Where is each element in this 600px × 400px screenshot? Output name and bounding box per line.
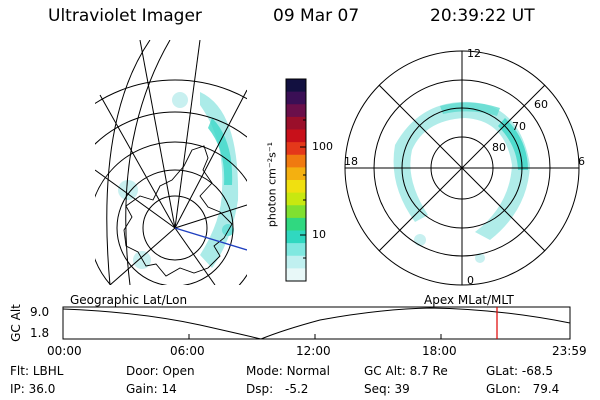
polar-map	[344, 50, 580, 286]
info-glat-label: GLat:	[486, 364, 519, 378]
timeline-xtick-3: 18:00	[422, 344, 457, 358]
info-flt: Flt: LBHL	[10, 364, 63, 378]
info-seq: Seq: 39	[364, 382, 410, 396]
header-date: 09 Mar 07	[273, 6, 360, 26]
longitude-lines	[95, 40, 247, 285]
info-seq-value: 39	[394, 382, 410, 396]
earth-limb-arcs	[106, 40, 171, 285]
info-door-value: Open	[162, 364, 195, 378]
colorbar-segment	[286, 116, 306, 131]
colorbar	[285, 78, 307, 282]
info-mode: Mode: Normal	[246, 364, 330, 378]
timeline-xtick-4: 23:59	[552, 344, 587, 358]
colorbar-segment	[286, 129, 306, 143]
timeline-xticks	[62, 334, 571, 339]
info-seq-label: Seq:	[364, 382, 391, 396]
info-dsp-value: -5.2	[284, 382, 309, 396]
colorbar-segment	[286, 217, 306, 232]
info-gain: Gain: 14	[126, 382, 177, 396]
left-map-label: Geographic Lat/Lon	[70, 293, 188, 307]
info-door: Door: Open	[126, 364, 195, 378]
mlt-label-right: 6	[578, 155, 585, 168]
antarctica-coastline	[123, 145, 233, 277]
timeline-xtick-2: 12:00	[296, 344, 331, 358]
colorbar-segment	[286, 268, 306, 282]
info-glon: GLon: 79.4	[486, 382, 559, 396]
info-glat-value: -68.5	[521, 364, 553, 378]
info-flt-value: LBHL	[32, 364, 64, 378]
colorbar-tick-100: 100	[312, 140, 333, 153]
timeline-ytick-top: 9.0	[30, 305, 50, 319]
timeline-xtick-1: 06:00	[170, 344, 205, 358]
info-gcalt: GC Alt: 8.7 Re	[364, 364, 448, 378]
info-mode-label: Mode:	[246, 364, 283, 378]
instrument-title: Ultraviolet Imager	[48, 6, 202, 26]
lat-label-60: 60	[534, 98, 548, 111]
timeline-plot	[62, 306, 571, 340]
colorbar-unit-label: photon cm⁻²s⁻¹	[265, 141, 279, 228]
info-ip: IP: 36.0	[10, 382, 55, 396]
header-time: 20:39:22 UT	[430, 6, 535, 26]
info-glat: GLat: -68.5	[486, 364, 553, 378]
info-dsp-label: Dsp:	[246, 382, 274, 396]
mlt-diag-2	[378, 84, 546, 252]
info-ip-value: 36.0	[28, 382, 56, 396]
timeline-xtick-0: 00:00	[47, 344, 82, 358]
info-glon-value: 79.4	[532, 382, 560, 396]
info-glon-label: GLon:	[486, 382, 521, 396]
altitude-curve	[62, 307, 571, 340]
colorbar-segment	[286, 255, 306, 269]
magnetic-meridian	[174, 227, 247, 251]
timeline-ylabel: GC Alt	[9, 304, 23, 342]
mlt-label-bottom: 0	[467, 274, 474, 287]
colorbar-segment	[286, 230, 306, 244]
info-flt-label: Flt:	[10, 364, 29, 378]
colorbar-segment	[286, 243, 306, 257]
mlt-label-left: 18	[344, 155, 358, 168]
info-gcalt-value: 8.7 Re	[409, 364, 448, 378]
colorbar-segment	[286, 205, 306, 219]
info-gcalt-label: GC Alt:	[364, 364, 406, 378]
info-gain-value: 14	[161, 382, 177, 396]
info-door-label: Door:	[126, 364, 159, 378]
right-map-label: Apex MLat/MLT	[424, 293, 514, 307]
mlt-label-top: 12	[467, 47, 481, 60]
colorbar-segment	[286, 142, 306, 156]
info-dsp: Dsp: -5.2	[246, 382, 308, 396]
latitude-circles	[95, 79, 247, 285]
left-aurora-oval	[118, 92, 239, 269]
timeline-ytick-bottom: 1.8	[30, 326, 50, 340]
colorbar-segment	[286, 91, 306, 105]
colorbar-segment	[286, 192, 306, 206]
geographic-map	[95, 40, 247, 285]
info-mode-value: Normal	[286, 364, 330, 378]
colorbar-segment	[286, 79, 306, 93]
colorbar-tick-10: 10	[312, 228, 326, 241]
info-ip-label: IP:	[10, 382, 25, 396]
colorbar-segment	[286, 104, 306, 118]
lat-label-80: 80	[492, 141, 506, 154]
colorbar-segment	[286, 154, 306, 168]
colorbar-segment	[286, 180, 306, 194]
info-gain-label: Gain:	[126, 382, 158, 396]
lat-label-70: 70	[512, 120, 526, 133]
colorbar-segment	[286, 167, 306, 181]
